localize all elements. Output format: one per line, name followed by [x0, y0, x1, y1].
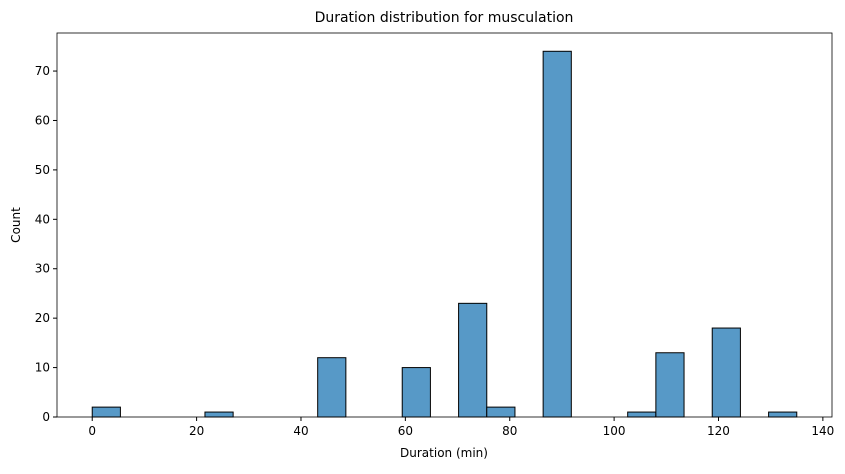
- x-tick-label: 40: [293, 424, 308, 438]
- y-tick-label: 50: [35, 163, 50, 177]
- x-tick-label: 140: [811, 424, 834, 438]
- y-tick-label: 40: [35, 212, 50, 226]
- plot-frame: [56, 32, 833, 418]
- x-tick-label: 100: [603, 424, 626, 438]
- bar: [317, 357, 347, 418]
- x-tick-label: 60: [398, 424, 413, 438]
- y-tick-label: 30: [35, 262, 50, 276]
- y-tick-label: 70: [35, 64, 50, 78]
- y-axis-label: Count: [9, 207, 23, 243]
- y-tick-label: 10: [35, 361, 50, 375]
- x-tick-label: 80: [502, 424, 517, 438]
- x-tick-label: 20: [189, 424, 204, 438]
- bar: [768, 411, 798, 418]
- x-tick-label: 0: [88, 424, 96, 438]
- chart-title: Duration distribution for musculation: [315, 10, 574, 26]
- bar: [458, 302, 488, 418]
- bar: [401, 367, 431, 418]
- bar: [627, 411, 657, 418]
- bar: [204, 411, 234, 418]
- bar: [711, 327, 741, 418]
- x-tick-label: 120: [707, 424, 730, 438]
- y-tick-label: 0: [42, 410, 50, 424]
- bar: [655, 352, 685, 418]
- x-axis-label: Duration (min): [400, 446, 488, 460]
- y-tick-label: 60: [35, 113, 50, 127]
- bar: [486, 406, 516, 418]
- bar: [91, 406, 121, 418]
- bar: [542, 50, 572, 418]
- y-tick-label: 20: [35, 311, 50, 325]
